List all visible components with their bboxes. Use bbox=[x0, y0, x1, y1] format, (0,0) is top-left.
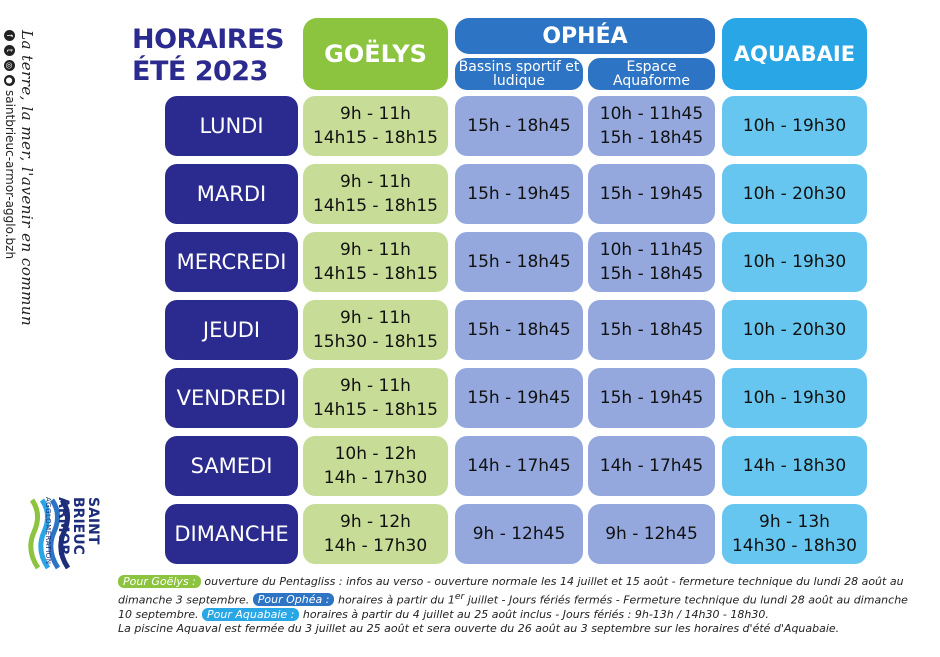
header-aquabaie: AQUABAIE bbox=[722, 18, 867, 90]
day-lundi: LUNDI bbox=[165, 96, 298, 156]
hours-line: 9h - 12h bbox=[340, 512, 411, 532]
cell-goelys: 9h - 11h 14h15 - 18h15 bbox=[303, 164, 448, 224]
side-slogan: La terre, la mer, l'avenir en commun bbox=[18, 30, 36, 327]
hours-line: 15h - 18h45 bbox=[599, 264, 704, 284]
cell-ophea-bassins: 15h - 18h45 bbox=[455, 96, 583, 156]
website-url[interactable]: saintbrieuc-armor-agglo.bzh bbox=[3, 90, 17, 260]
cell-goelys: 9h - 11h 14h15 - 18h15 bbox=[303, 368, 448, 428]
facebook-icon[interactable]: f bbox=[4, 30, 16, 41]
cell-ophea-aquaforme: 10h - 11h45 15h - 18h45 bbox=[588, 232, 715, 292]
instagram-icon[interactable]: ◎ bbox=[4, 60, 16, 71]
cell-goelys: 9h - 11h 15h30 - 18h15 bbox=[303, 300, 448, 360]
hours-line: 10h - 19h30 bbox=[742, 388, 847, 408]
hours-line: 14h15 - 18h15 bbox=[312, 400, 439, 420]
hours-line: 15h - 18h45 bbox=[467, 116, 571, 136]
cell-ophea-bassins: 15h - 19h45 bbox=[455, 368, 583, 428]
hours-line: 15h - 18h45 bbox=[599, 320, 704, 340]
cell-ophea-bassins: 15h - 19h45 bbox=[455, 164, 583, 224]
cell-ophea-bassins: 15h - 18h45 bbox=[455, 300, 583, 360]
hours-line: 9h - 11h bbox=[340, 376, 411, 396]
cell-aquabaie: 10h - 19h30 bbox=[722, 232, 867, 292]
cell-ophea-aquaforme: 15h - 18h45 bbox=[588, 300, 715, 360]
cell-goelys: 9h - 11h 14h15 - 18h15 bbox=[303, 232, 448, 292]
cell-aquabaie: 10h - 19h30 bbox=[722, 96, 867, 156]
footer-ophea-text-a: horaires à partir du 1 bbox=[334, 593, 455, 607]
header-ophea-bassins: Bassins sportif et ludique bbox=[455, 58, 583, 90]
hours-line: 10h - 11h45 bbox=[599, 104, 704, 124]
day-jeudi: JEUDI bbox=[165, 300, 298, 360]
side-website: f t ◎ ● saintbrieuc-armor-agglo.bzh bbox=[3, 30, 17, 259]
hours-line: 15h - 19h45 bbox=[467, 184, 571, 204]
footer-ophea-label: Pour Ophéa : bbox=[252, 593, 335, 607]
hours-line: 10h - 20h30 bbox=[742, 320, 847, 340]
web-icon[interactable]: ● bbox=[4, 75, 16, 86]
hours-line: 9h - 11h bbox=[340, 172, 411, 192]
hours-line: 14h30 - 18h30 bbox=[731, 536, 858, 556]
header-ophea-aquaforme: Espace Aquaforme bbox=[588, 58, 715, 90]
day-samedi: SAMEDI bbox=[165, 436, 298, 496]
hours-line: 10h - 20h30 bbox=[742, 184, 847, 204]
footer-goelys-text: ouverture du Pentagliss : infos au verso… bbox=[118, 575, 904, 607]
hours-line: 9h - 11h bbox=[340, 240, 411, 260]
hours-line: 14h - 17h45 bbox=[599, 456, 704, 476]
cell-ophea-aquaforme: 15h - 19h45 bbox=[588, 164, 715, 224]
hours-line: 15h - 18h45 bbox=[599, 128, 704, 148]
footer-goelys-label: Pour Goëlys : bbox=[118, 575, 201, 588]
footer-aquabaie-text: horaires à partir du 4 juillet au 25 aoû… bbox=[299, 607, 769, 621]
hours-line: 14h15 - 18h15 bbox=[312, 128, 439, 148]
hours-line: 9h - 11h bbox=[340, 104, 411, 124]
day-mardi: MARDI bbox=[165, 164, 298, 224]
cell-aquabaie: 9h - 13h 14h30 - 18h30 bbox=[722, 504, 867, 564]
hours-line: 15h - 18h45 bbox=[467, 252, 571, 272]
hours-line: 10h - 19h30 bbox=[742, 116, 847, 136]
cell-ophea-bassins: 9h - 12h45 bbox=[455, 504, 583, 564]
footer-ophea-text-b: juillet - Jours fériés fermés - Fermetur… bbox=[118, 593, 908, 621]
cell-ophea-aquaforme: 14h - 17h45 bbox=[588, 436, 715, 496]
hours-line: 10h - 12h bbox=[334, 444, 417, 464]
cell-ophea-bassins: 14h - 17h45 bbox=[455, 436, 583, 496]
hours-line: 14h - 17h45 bbox=[467, 456, 571, 476]
cell-aquabaie: 14h - 18h30 bbox=[722, 436, 867, 496]
cell-aquabaie: 10h - 20h30 bbox=[722, 164, 867, 224]
twitter-icon[interactable]: t bbox=[4, 45, 16, 56]
hours-line: 9h - 13h bbox=[759, 512, 830, 532]
cell-goelys: 10h - 12h 14h - 17h30 bbox=[303, 436, 448, 496]
cell-ophea-bassins: 15h - 18h45 bbox=[455, 232, 583, 292]
agglo-logo-text: SAINT BRIEUC ARMOR AGGLOMÉRATION bbox=[44, 497, 101, 565]
cell-ophea-aquaforme: 15h - 19h45 bbox=[588, 368, 715, 428]
footer-notes: Pour Goëlys : ouverture du Pentagliss : … bbox=[118, 575, 918, 637]
footer-ophea-sup: er bbox=[454, 590, 465, 602]
cell-goelys: 9h - 12h 14h - 17h30 bbox=[303, 504, 448, 564]
hours-line: 15h - 18h45 bbox=[467, 320, 571, 340]
footer-aquaval-text: La piscine Aquaval est fermée du 3 juill… bbox=[118, 622, 840, 636]
header-goelys: GOËLYS bbox=[303, 18, 448, 90]
hours-line: 10h - 11h45 bbox=[599, 240, 704, 260]
hours-line: 14h - 18h30 bbox=[742, 456, 847, 476]
cell-ophea-aquaforme: 9h - 12h45 bbox=[588, 504, 715, 564]
cell-aquabaie: 10h - 19h30 bbox=[722, 368, 867, 428]
hours-line: 9h - 12h45 bbox=[605, 524, 698, 544]
hours-line: 9h - 12h45 bbox=[472, 524, 566, 544]
day-mercredi: MERCREDI bbox=[165, 232, 298, 292]
page-title: HORAIRES ÉTÉ 2023 bbox=[132, 24, 284, 87]
footer-aquabaie-label: Pour Aquabaie : bbox=[202, 607, 300, 621]
hours-line: 15h - 19h45 bbox=[599, 184, 704, 204]
header-ophea: OPHÉA bbox=[455, 18, 715, 54]
hours-line: 15h - 19h45 bbox=[599, 388, 704, 408]
hours-line: 9h - 11h bbox=[340, 308, 411, 328]
hours-line: 15h - 19h45 bbox=[467, 388, 571, 408]
hours-line: 14h15 - 18h15 bbox=[312, 264, 439, 284]
agglo-logo-icon bbox=[28, 498, 71, 570]
cell-ophea-aquaforme: 10h - 11h45 15h - 18h45 bbox=[588, 96, 715, 156]
hours-line: 14h15 - 18h15 bbox=[312, 196, 439, 216]
hours-line: 14h - 17h30 bbox=[323, 536, 428, 556]
cell-goelys: 9h - 11h 14h15 - 18h15 bbox=[303, 96, 448, 156]
hours-line: 15h30 - 18h15 bbox=[312, 332, 439, 352]
day-dimanche: DIMANCHE bbox=[165, 504, 298, 564]
day-vendredi: VENDREDI bbox=[165, 368, 298, 428]
hours-line: 10h - 19h30 bbox=[742, 252, 847, 272]
cell-aquabaie: 10h - 20h30 bbox=[722, 300, 867, 360]
hours-line: 14h - 17h30 bbox=[323, 468, 428, 488]
